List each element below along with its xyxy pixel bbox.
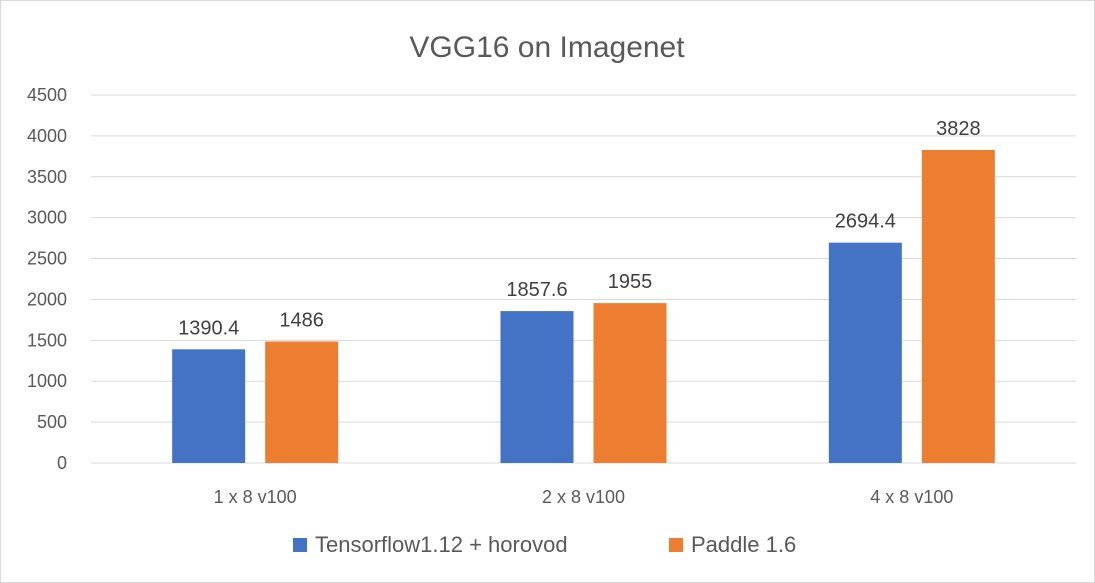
y-tick-label: 1500 xyxy=(27,330,67,350)
data-label: 2694.4 xyxy=(835,211,896,233)
chart-title: VGG16 on Imagenet xyxy=(409,31,685,64)
bar xyxy=(593,303,667,463)
bar xyxy=(265,341,339,463)
legend-swatch xyxy=(293,538,307,552)
x-axis-ticks: 1 x 8 v100 2 x 8 v100 4 x 8 v100 xyxy=(214,487,954,507)
y-tick-label: 1000 xyxy=(27,371,67,391)
data-label: 1390.4 xyxy=(178,317,239,339)
bar xyxy=(500,311,574,463)
y-tick-label: 4500 xyxy=(27,85,67,105)
y-tick-label: 500 xyxy=(37,412,67,432)
data-label: 1486 xyxy=(279,309,324,331)
legend-swatch xyxy=(669,538,683,552)
bars xyxy=(172,149,995,464)
data-label: 1857.6 xyxy=(506,279,567,301)
x-tick-label: 2 x 8 v100 xyxy=(542,487,625,507)
x-tick-label: 1 x 8 v100 xyxy=(214,487,297,507)
legend-label: Paddle 1.6 xyxy=(691,532,796,557)
y-tick-label: 4000 xyxy=(27,126,67,146)
y-tick-label: 2000 xyxy=(27,289,67,309)
legend: Tensorflow1.12 + horovod Paddle 1.6 xyxy=(293,532,796,557)
y-tick-label: 3500 xyxy=(27,167,67,187)
y-axis-ticks: 0 500 1000 1500 2000 2500 3000 3500 4000 4500 xyxy=(27,85,67,473)
gridlines xyxy=(91,94,1076,464)
y-tick-label: 3000 xyxy=(27,208,67,228)
legend-label: Tensorflow1.12 + horovod xyxy=(315,532,568,557)
y-tick-label: 2500 xyxy=(27,249,67,269)
data-label: 1955 xyxy=(608,271,653,293)
data-label: 3828 xyxy=(936,118,981,140)
bar xyxy=(172,349,246,463)
x-tick-label: 4 x 8 v100 xyxy=(870,487,953,507)
bar xyxy=(828,242,902,463)
bar xyxy=(921,149,995,464)
data-labels: 1390.4 1486 1857.6 1955 2694.4 3828 xyxy=(178,118,981,339)
y-tick-label: 0 xyxy=(57,453,67,473)
